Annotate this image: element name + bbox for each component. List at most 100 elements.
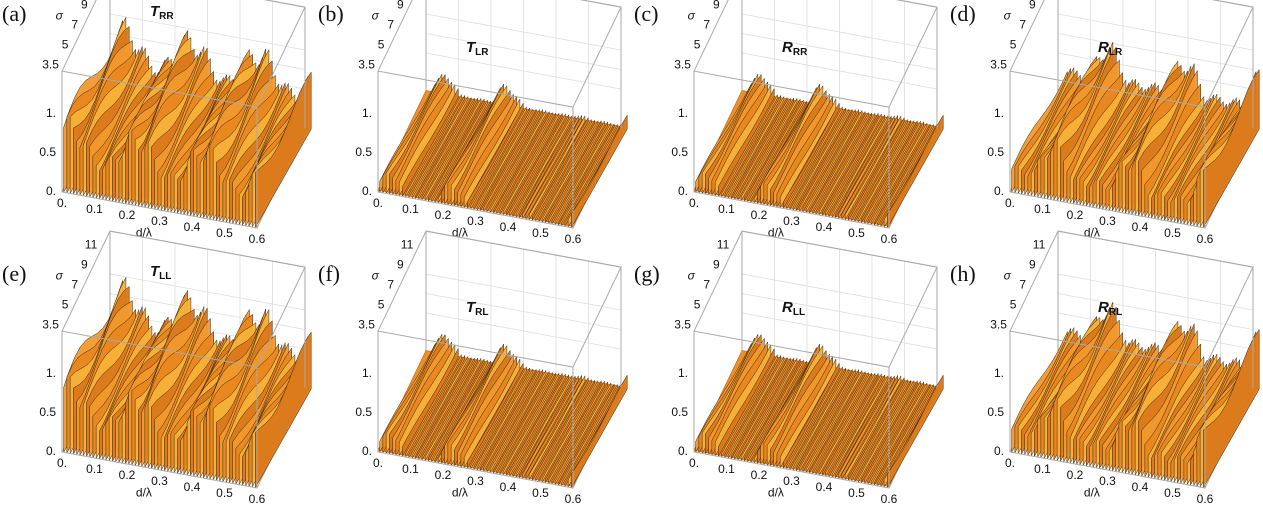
- surface-ribbon: [402, 88, 459, 198]
- grid-line: [109, 33, 306, 70]
- x-tick-label: 0.5: [1164, 226, 1181, 240]
- x-tick-label: 0.6: [249, 232, 266, 246]
- surface-ribbon: [512, 373, 569, 478]
- panel: (b)TLRσ3.5579110.0.51.0.0.10.20.30.40.50…: [318, 0, 628, 246]
- surface-ribbon: [480, 108, 537, 212]
- title-sub: RR: [159, 11, 174, 22]
- surface-ribbon: [483, 369, 540, 473]
- x-tick-label: 0.3: [1099, 214, 1116, 228]
- x-tick-label: 0.1: [1034, 202, 1051, 216]
- surface-ribbon: [499, 372, 556, 476]
- x-tick-label: 0.1: [86, 462, 103, 476]
- sigma-tick-label: 9: [1029, 257, 1036, 271]
- surface-ribbon: [519, 375, 576, 480]
- sigma-tick-label: 3.5: [42, 57, 59, 71]
- z-tick-label: 0.: [678, 184, 688, 198]
- title-main: R: [782, 39, 793, 56]
- surface-ribbon: [421, 98, 478, 202]
- x-tick-label: 0.3: [151, 474, 168, 488]
- grid-line: [1057, 52, 1254, 90]
- box-front: [693, 230, 938, 489]
- panel: (d)RLRσ3.5579110.0.51.0.0.10.20.30.40.50…: [950, 0, 1260, 246]
- grid-line: [741, 273, 938, 311]
- sigma-tick-label: 7: [387, 17, 394, 31]
- axis-label: σ: [56, 8, 64, 22]
- axis-label: σ: [688, 268, 696, 282]
- sigma-tick-label: 3.5: [358, 317, 375, 331]
- surface-ribbon: [792, 368, 850, 472]
- surface-ribbon: [506, 373, 563, 477]
- x-tick-label: 0.2: [751, 208, 768, 222]
- x-tick-label: 0.4: [816, 480, 833, 494]
- panel-title: RRR: [782, 39, 808, 58]
- surface-ribbon: [727, 355, 785, 460]
- z-tick-label: 0.: [362, 184, 372, 198]
- surface-ribbon: [473, 367, 530, 471]
- z-tick-label: 0.5: [987, 145, 1004, 159]
- surface-ribbon: [718, 88, 775, 198]
- surface-ribbon: [528, 374, 586, 481]
- panel-title: TLR: [466, 39, 489, 58]
- title-sub: LL: [159, 271, 171, 282]
- x-tick-label: 0.: [689, 456, 699, 470]
- grid-line: [741, 312, 938, 350]
- surface-ribbon: [737, 98, 794, 202]
- panel: (a)TRRσ3.5579110.0.51.0.0.10.20.30.40.50…: [2, 0, 312, 246]
- sigma-tick-label: 5: [694, 297, 701, 311]
- surface-ribbon: [415, 96, 472, 200]
- surface-ribbon: [489, 109, 547, 214]
- surface-ribbon: [799, 369, 856, 473]
- surface-ribbon: [828, 113, 885, 218]
- surface-ribbon: [255, 331, 312, 489]
- surface-ribbon: [747, 99, 804, 203]
- surface-ribbon: [831, 114, 889, 219]
- x-tick-label: 0.6: [249, 492, 266, 506]
- surface-ribbon: [805, 369, 863, 474]
- z-tick-label: 0.: [678, 444, 688, 458]
- z-tick-label: 0.5: [671, 405, 688, 419]
- surface-ribbon: [822, 113, 879, 217]
- surface-ribbon: [541, 119, 599, 224]
- surface-ribbon: [476, 108, 534, 212]
- surface-ribbon: [483, 109, 540, 213]
- title-sub: LR: [1109, 47, 1123, 58]
- title-sub: LL: [793, 307, 805, 318]
- surface-ribbon: [467, 102, 524, 210]
- surface-ribbon: [783, 362, 840, 470]
- sigma-tick-label: 7: [703, 17, 710, 31]
- z-tick-label: 1.: [994, 366, 1004, 380]
- axis-label: d/λ: [136, 225, 152, 239]
- x-tick-label: 0.6: [881, 492, 898, 506]
- surface-ribbon: [418, 97, 475, 201]
- surface-ribbon: [841, 115, 898, 221]
- surface-ribbon: [848, 376, 905, 482]
- surface-ribbon: [851, 378, 908, 483]
- surface-ribbon: [405, 353, 462, 459]
- surface-ribbon: [877, 123, 934, 227]
- surface-ribbon: [525, 115, 582, 221]
- title-sub: LR: [475, 47, 489, 58]
- x-tick-label: 0.6: [1197, 232, 1214, 246]
- box-front: [377, 230, 622, 489]
- surface-ribbon: [789, 367, 846, 471]
- x-tick-label: 0.1: [402, 202, 419, 216]
- x-tick-label: 0.2: [1067, 468, 1084, 482]
- x-tick-label: 0.: [1005, 456, 1015, 470]
- sigma-tick-label: 11: [717, 237, 730, 251]
- title-sub: RR: [793, 47, 808, 58]
- z-tick-label: 1.: [46, 366, 56, 380]
- grid-line: [1057, 312, 1254, 350]
- surface-ribbon: [541, 379, 599, 484]
- surface-ribbon: [402, 348, 459, 458]
- surface-ribbon: [538, 379, 595, 483]
- sigma-tick-label: 11: [1033, 237, 1046, 251]
- surface-ribbon: [532, 376, 589, 482]
- sigma-tick-label: 5: [378, 37, 385, 51]
- grid-line: [425, 312, 622, 350]
- axis-label: d/λ: [768, 225, 784, 239]
- x-tick-label: 0.2: [435, 468, 452, 482]
- panel-title: TRL: [466, 299, 489, 318]
- surface-ribbon: [802, 108, 859, 214]
- sigma-tick-label: 3.5: [674, 57, 691, 71]
